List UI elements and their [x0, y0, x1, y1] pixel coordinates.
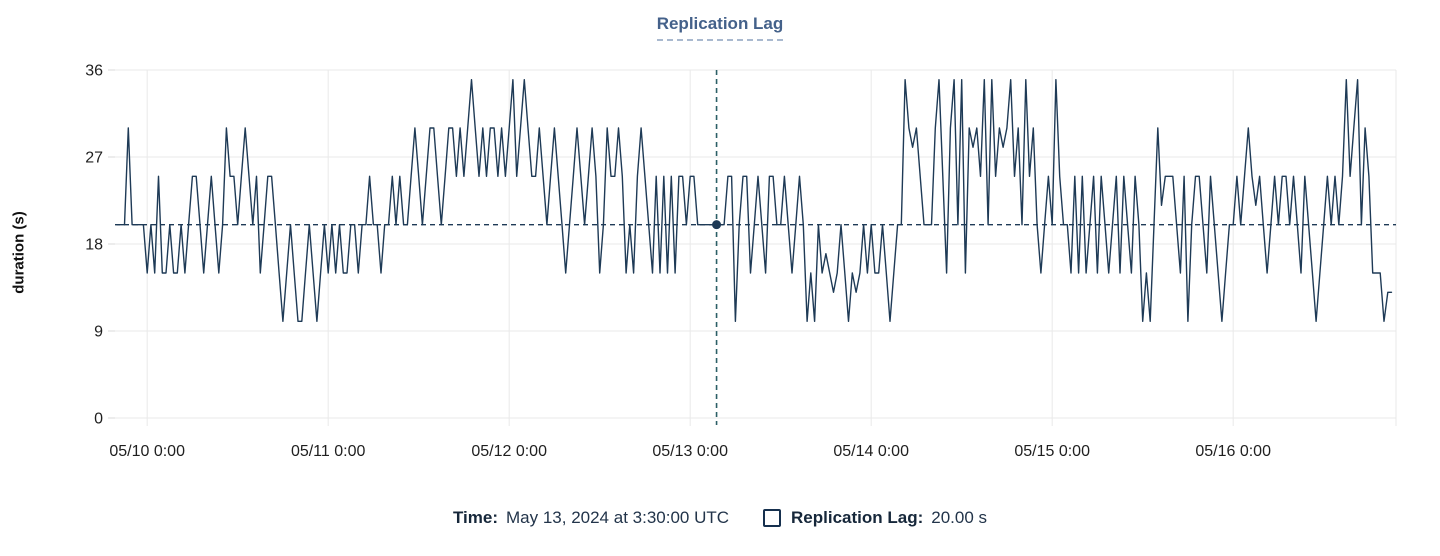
series-line: [116, 78, 1393, 322]
x-tick-label: 05/11 0:00: [291, 443, 366, 460]
y-tick-label: 9: [94, 324, 103, 341]
legend-swatch-icon: [763, 509, 782, 527]
x-tick-label: 05/16 0:00: [1195, 443, 1271, 460]
chart-title-text[interactable]: Replication Lag: [656, 14, 784, 41]
x-tick-label: 05/13 0:00: [652, 443, 728, 460]
chart-title[interactable]: Replication Lag: [0, 14, 1440, 41]
footer-legend: Time: May 13, 2024 at 3:30:00 UTC Replic…: [0, 508, 1440, 528]
y-tick-label: 36: [85, 63, 103, 80]
y-tick-label: 27: [85, 150, 103, 167]
time-value: May 13, 2024 at 3:30:00 UTC: [506, 508, 730, 527]
x-tick-label: 05/10 0:00: [109, 443, 185, 460]
x-tick-label: 05/12 0:00: [471, 443, 547, 460]
chart-svg[interactable]: 0 9 18 27 36 05/10 0:00 05/11 0:00 05/12 0:00 05…: [0, 0, 1440, 475]
legend-series-label: Replication Lag:: [791, 508, 924, 527]
x-tick-label: 05/14 0:00: [833, 443, 909, 460]
x-tick-label: 05/15 0:00: [1014, 443, 1090, 460]
crosshair-time: Time: May 13, 2024 at 3:30:00 UTC: [453, 508, 729, 528]
legend-item-replication-lag[interactable]: Replication Lag: 20.00 s: [763, 508, 987, 528]
y-tick-label: 18: [85, 237, 103, 254]
y-tick-label: 0: [94, 411, 103, 428]
legend-series-value: 20.00 s: [931, 508, 988, 527]
time-label: Time:: [452, 508, 498, 527]
crosshair-point[interactable]: [712, 220, 722, 230]
